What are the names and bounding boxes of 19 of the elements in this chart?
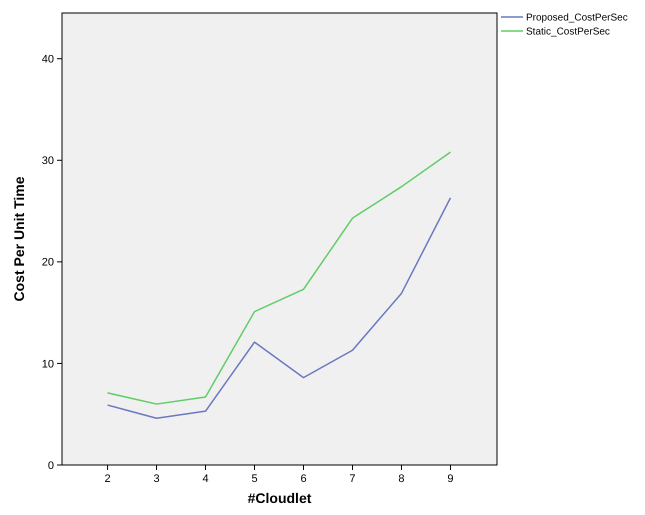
x-tick-label: 4 xyxy=(202,473,209,485)
y-tick-label: 30 xyxy=(42,155,54,168)
x-tick-label: 5 xyxy=(251,473,258,485)
legend-label: Static_CostPerSec xyxy=(526,26,610,38)
x-axis-title: #Cloudlet xyxy=(248,490,312,506)
y-tick-label: 20 xyxy=(42,256,54,269)
x-tick-label: 8 xyxy=(398,473,405,485)
y-tick-label: 40 xyxy=(42,54,54,66)
y-axis-title: Cost Per Unit Time xyxy=(11,176,27,302)
y-tick-label: 0 xyxy=(48,460,54,472)
x-tick-label: 3 xyxy=(153,473,160,485)
line-series xyxy=(106,151,452,405)
x-tick-label: 6 xyxy=(300,473,307,485)
x-tick-label: 2 xyxy=(104,473,111,485)
x-tick-label: 9 xyxy=(447,473,454,485)
x-tick-label: 7 xyxy=(349,473,356,485)
y-tick-label: 10 xyxy=(42,358,54,370)
legend-label: Proposed_CostPerSec xyxy=(526,12,628,24)
line-series xyxy=(106,197,452,420)
